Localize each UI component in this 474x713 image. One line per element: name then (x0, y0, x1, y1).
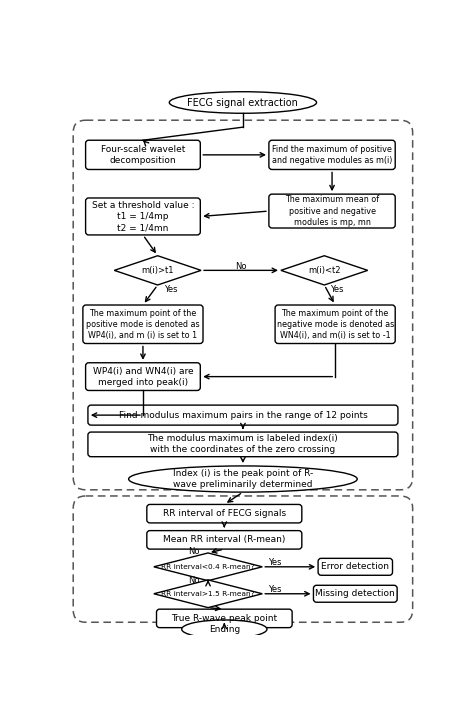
Text: The maximum point of the
negative mode is denoted as
WN4(i), and m(i) is set to : The maximum point of the negative mode i… (276, 309, 394, 340)
Text: Yes: Yes (268, 558, 282, 568)
Text: Index (i) is the peak point of R-
wave preliminarily determined: Index (i) is the peak point of R- wave p… (173, 469, 313, 489)
Polygon shape (114, 256, 201, 285)
Text: m(i)>t1: m(i)>t1 (141, 266, 174, 275)
FancyBboxPatch shape (313, 585, 397, 602)
FancyBboxPatch shape (147, 504, 302, 523)
FancyBboxPatch shape (88, 405, 398, 425)
Text: Mean RR interval (R-mean): Mean RR interval (R-mean) (163, 535, 285, 544)
Text: RR interval of FECG signals: RR interval of FECG signals (163, 509, 286, 518)
Text: Yes: Yes (330, 285, 344, 294)
Polygon shape (154, 553, 262, 580)
Text: True R-wave peak point: True R-wave peak point (171, 614, 277, 623)
Ellipse shape (169, 92, 317, 113)
Text: No: No (235, 262, 247, 271)
Text: Find modulus maximum pairs in the range of 12 points: Find modulus maximum pairs in the range … (118, 411, 367, 420)
Ellipse shape (182, 620, 267, 638)
Polygon shape (154, 580, 262, 607)
Text: Error detection: Error detection (321, 563, 389, 571)
Text: RR interval<0.4 R-mean?: RR interval<0.4 R-mean? (161, 564, 255, 570)
FancyBboxPatch shape (86, 363, 201, 391)
Text: m(i)<t2: m(i)<t2 (308, 266, 340, 275)
Text: RR interval>1.5 R-mean?: RR interval>1.5 R-mean? (161, 591, 255, 597)
Text: The maximum point of the
positive mode is denoted as
WP4(i), and m (i) is set to: The maximum point of the positive mode i… (86, 309, 200, 340)
Text: WP4(i) and WN4(i) are
merged into peak(i): WP4(i) and WN4(i) are merged into peak(i… (92, 366, 193, 386)
FancyBboxPatch shape (83, 305, 203, 344)
Polygon shape (281, 256, 368, 285)
Text: Ending: Ending (209, 625, 240, 634)
FancyBboxPatch shape (275, 305, 395, 344)
Text: Four-scale wavelet
decomposition: Four-scale wavelet decomposition (101, 145, 185, 165)
FancyBboxPatch shape (86, 198, 201, 235)
Text: Find the maximum of positive
and negative modules as m(i): Find the maximum of positive and negativ… (272, 145, 392, 165)
FancyBboxPatch shape (318, 558, 392, 575)
FancyBboxPatch shape (88, 432, 398, 457)
Text: Missing detection: Missing detection (315, 589, 395, 598)
Text: Yes: Yes (268, 585, 282, 595)
FancyBboxPatch shape (156, 609, 292, 627)
Text: Set a threshold value :
t1 = 1/4mp
t2 = 1/4mn: Set a threshold value : t1 = 1/4mp t2 = … (91, 201, 194, 232)
Ellipse shape (128, 466, 357, 492)
Text: FECG signal extraction: FECG signal extraction (188, 98, 298, 108)
Text: The maximum mean of
positive and negative
modules is mp, mn: The maximum mean of positive and negativ… (285, 195, 379, 227)
Text: The modulus maximum is labeled index(i)
with the coordinates of the zero crossin: The modulus maximum is labeled index(i) … (147, 434, 338, 454)
FancyBboxPatch shape (147, 530, 302, 549)
Text: No: No (188, 547, 200, 555)
Text: No: No (188, 576, 200, 585)
FancyBboxPatch shape (86, 140, 201, 170)
FancyBboxPatch shape (269, 140, 395, 170)
FancyBboxPatch shape (269, 194, 395, 228)
Text: Yes: Yes (164, 285, 177, 294)
